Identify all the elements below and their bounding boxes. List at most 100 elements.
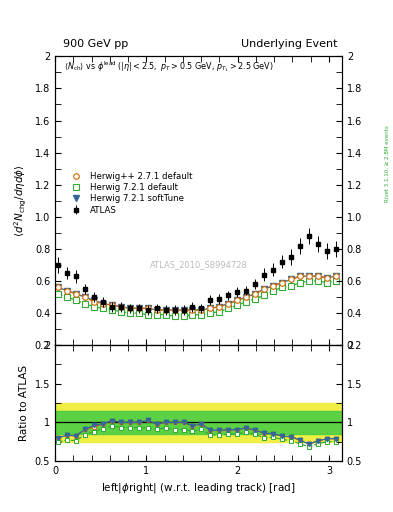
Herwig 7.2.1 softTune <box>235 297 240 304</box>
Herwig 7.2.1 default <box>154 312 159 318</box>
Herwig 7.2.1 softTune <box>118 304 123 310</box>
Herwig++ 2.7.1 default <box>118 304 123 310</box>
Herwig 7.2.1 default <box>244 299 249 305</box>
Herwig 7.2.1 default <box>316 278 320 284</box>
Herwig 7.2.1 softTune <box>163 307 168 313</box>
Herwig 7.2.1 softTune <box>271 283 275 289</box>
Y-axis label: Ratio to ATLAS: Ratio to ATLAS <box>19 365 29 441</box>
Herwig 7.2.1 default <box>136 310 141 316</box>
Herwig 7.2.1 softTune <box>262 286 266 292</box>
Herwig 7.2.1 default <box>298 280 302 286</box>
Bar <box>55 411 342 434</box>
Herwig 7.2.1 softTune <box>56 284 61 290</box>
Herwig++ 2.7.1 default <box>110 302 114 308</box>
Herwig++ 2.7.1 default <box>298 273 302 279</box>
Herwig 7.2.1 softTune <box>307 273 311 279</box>
Herwig 7.2.1 default <box>64 294 69 300</box>
Herwig 7.2.1 softTune <box>316 273 320 279</box>
Herwig 7.2.1 default <box>110 307 114 313</box>
Herwig 7.2.1 softTune <box>253 291 257 297</box>
Herwig++ 2.7.1 default <box>334 273 338 279</box>
Herwig 7.2.1 default <box>226 305 231 311</box>
Herwig 7.2.1 softTune <box>145 305 150 311</box>
Herwig++ 2.7.1 default <box>172 307 177 313</box>
Herwig 7.2.1 softTune <box>127 305 132 311</box>
Herwig++ 2.7.1 default <box>244 294 249 300</box>
Herwig 7.2.1 default <box>334 278 338 284</box>
Herwig 7.2.1 default <box>190 312 195 318</box>
Herwig++ 2.7.1 default <box>325 275 329 281</box>
Herwig 7.2.1 default <box>118 308 123 314</box>
Herwig++ 2.7.1 default <box>226 301 231 307</box>
Herwig 7.2.1 softTune <box>73 291 78 297</box>
Text: $\langle N_{\rm ch}\rangle$ vs $\phi^{\rm lead}$ ($|\eta| < 2.5,\ p_T > 0.5$ GeV: $\langle N_{\rm ch}\rangle$ vs $\phi^{\r… <box>64 59 273 74</box>
Herwig++ 2.7.1 default <box>235 297 240 304</box>
Herwig 7.2.1 softTune <box>199 307 204 313</box>
Herwig 7.2.1 softTune <box>217 304 222 310</box>
Herwig 7.2.1 softTune <box>190 307 195 313</box>
Herwig 7.2.1 softTune <box>154 307 159 313</box>
Herwig++ 2.7.1 default <box>101 301 105 307</box>
Herwig++ 2.7.1 default <box>289 276 294 283</box>
Text: Underlying Event: Underlying Event <box>241 38 338 49</box>
Line: Herwig 7.2.1 default: Herwig 7.2.1 default <box>55 278 339 319</box>
Herwig 7.2.1 softTune <box>208 305 213 311</box>
Herwig 7.2.1 default <box>127 310 132 316</box>
Text: 900 GeV pp: 900 GeV pp <box>63 38 128 49</box>
Herwig++ 2.7.1 default <box>92 299 96 305</box>
Herwig++ 2.7.1 default <box>145 305 150 311</box>
Herwig 7.2.1 softTune <box>226 301 231 307</box>
Herwig 7.2.1 default <box>235 302 240 308</box>
Herwig 7.2.1 softTune <box>181 307 186 313</box>
Herwig 7.2.1 softTune <box>92 297 96 304</box>
Herwig++ 2.7.1 default <box>73 291 78 297</box>
Herwig++ 2.7.1 default <box>280 280 285 286</box>
Herwig 7.2.1 default <box>262 292 266 298</box>
Herwig 7.2.1 default <box>217 308 222 314</box>
Line: Herwig 7.2.1 softTune: Herwig 7.2.1 softTune <box>55 273 339 313</box>
Herwig 7.2.1 default <box>307 278 311 284</box>
Y-axis label: $\langle d^2N_{\rm chg}/d\eta d\phi\rangle$: $\langle d^2N_{\rm chg}/d\eta d\phi\rang… <box>13 164 29 237</box>
Herwig++ 2.7.1 default <box>83 294 87 300</box>
Herwig++ 2.7.1 default <box>307 273 311 279</box>
Herwig 7.2.1 default <box>199 312 204 318</box>
Herwig 7.2.1 default <box>145 312 150 318</box>
X-axis label: left$|\phi$right$|$ (w.r.t. leading track) [rad]: left$|\phi$right$|$ (w.r.t. leading trac… <box>101 481 296 495</box>
Herwig++ 2.7.1 default <box>271 283 275 289</box>
Herwig 7.2.1 default <box>253 295 257 302</box>
Herwig++ 2.7.1 default <box>64 288 69 294</box>
Herwig++ 2.7.1 default <box>199 307 204 313</box>
Herwig 7.2.1 softTune <box>101 301 105 307</box>
Herwig 7.2.1 default <box>280 284 285 290</box>
Herwig++ 2.7.1 default <box>262 286 266 292</box>
Herwig++ 2.7.1 default <box>56 284 61 290</box>
Line: Herwig++ 2.7.1 default: Herwig++ 2.7.1 default <box>55 273 339 313</box>
Herwig 7.2.1 default <box>208 310 213 316</box>
Herwig 7.2.1 softTune <box>325 275 329 281</box>
Herwig 7.2.1 softTune <box>136 305 141 311</box>
Herwig 7.2.1 default <box>83 301 87 307</box>
Herwig++ 2.7.1 default <box>190 307 195 313</box>
Herwig 7.2.1 softTune <box>289 276 294 283</box>
Herwig 7.2.1 default <box>181 313 186 319</box>
Herwig 7.2.1 softTune <box>172 307 177 313</box>
Herwig++ 2.7.1 default <box>127 305 132 311</box>
Herwig 7.2.1 softTune <box>244 294 249 300</box>
Herwig 7.2.1 default <box>56 291 61 297</box>
Herwig++ 2.7.1 default <box>208 305 213 311</box>
Herwig 7.2.1 softTune <box>110 302 114 308</box>
Legend: Herwig++ 2.7.1 default, Herwig 7.2.1 default, Herwig 7.2.1 softTune, ATLAS: Herwig++ 2.7.1 default, Herwig 7.2.1 def… <box>65 170 194 216</box>
Herwig++ 2.7.1 default <box>163 307 168 313</box>
Herwig++ 2.7.1 default <box>154 307 159 313</box>
Herwig++ 2.7.1 default <box>253 291 257 297</box>
Herwig 7.2.1 default <box>92 304 96 310</box>
Herwig 7.2.1 default <box>163 312 168 318</box>
Herwig 7.2.1 softTune <box>280 280 285 286</box>
Herwig++ 2.7.1 default <box>217 304 222 310</box>
Herwig 7.2.1 default <box>325 280 329 286</box>
Herwig 7.2.1 default <box>271 288 275 294</box>
Herwig 7.2.1 default <box>172 313 177 319</box>
Herwig 7.2.1 default <box>73 297 78 304</box>
Herwig++ 2.7.1 default <box>181 307 186 313</box>
Text: Rivet 3.1.10, ≥ 2.8M events: Rivet 3.1.10, ≥ 2.8M events <box>385 125 390 202</box>
